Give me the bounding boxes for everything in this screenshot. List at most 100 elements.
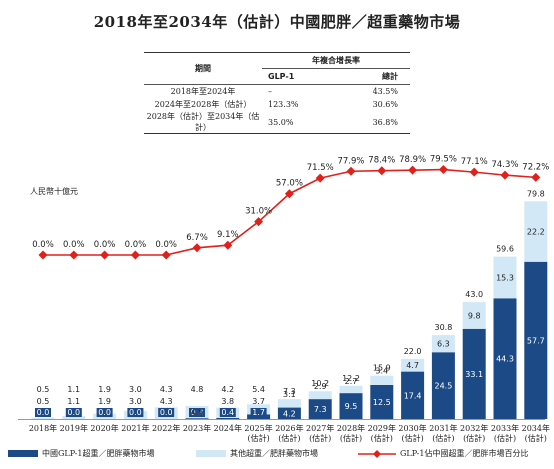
bar-other-label: 1.9 [98,397,111,406]
bar-other-label: 4.7 [406,361,419,370]
share-line-marker [500,170,510,180]
bar-other-segment [339,385,363,394]
bar-total-label: 1.1 [67,385,80,394]
bar-glp-label: 0.4 [221,408,234,417]
bar-glp-segment [339,393,363,419]
bar-glp-segment [524,261,548,419]
row-period: 2018年至2024年 [170,87,236,96]
share-line-marker [130,250,140,260]
table-row: 2028年（估計）至2034年（估計） 35.0% 36.8% [144,111,410,134]
x-tick-label: 2018年 [29,423,57,433]
share-line-marker [531,172,541,182]
bar-glp-label: 0.0 [98,408,111,417]
bar-total-label: 15.9 [373,364,391,373]
table-header-cagr: 年複合增長率 [262,52,410,69]
bar-glp-segment [216,417,240,419]
share-line-label: 57.0% [276,179,303,189]
row-total: 43.5% [372,87,398,96]
x-tick-label: (估計) [494,433,516,443]
share-line-label: 6.7% [186,233,208,243]
bar-glp-segment [493,298,517,419]
share-line-marker [100,250,110,260]
share-line-marker [38,250,48,260]
share-line-label: 78.9% [399,155,426,165]
legend-glp-label: 中國GLP-1超重／肥胖藥物市場 [42,449,155,458]
table-row: 2024年至2028年（估計） 123.3% 30.6% [144,98,410,111]
bar-glp-segment [462,328,486,419]
x-tick-label: 2027年 [306,423,334,433]
bar-other-label: 3.7 [252,397,265,406]
x-tick-label: (估計) [525,433,547,443]
x-tick-label: 2028年 [337,423,365,433]
x-tick-label: 2032年 [460,423,488,433]
bar-total-label: 4.8 [191,385,204,394]
share-line-marker [223,240,233,250]
share-line-label: 0.0% [125,240,147,250]
share-line-label: 31.0% [245,207,272,217]
bar-glp-label-bg [65,408,82,417]
bar-other-segment [462,302,486,329]
bar-glp-label: 24.5 [434,382,452,391]
cagr-table: 期間 年複合增長率 GLP-1 總計 2018年至2024年 – 43.5% 2… [144,52,410,134]
x-tick-label: 2034年 [522,423,550,433]
share-line-label: 71.5% [307,163,334,173]
bar-total-label: 43.0 [465,290,483,299]
bar-total-label: 7.3 [283,387,296,396]
bar-total-label: 10.2 [311,379,329,388]
bar-other-segment [401,358,425,372]
x-tick-label: 2029年 [368,423,396,433]
x-tick-label: (估計) [278,433,300,443]
bar-glp-label: 0.0 [129,408,142,417]
bar-glp-label: 57.7 [527,336,545,345]
share-line-marker [69,250,79,260]
share-line-marker [284,189,294,199]
bar-total-label: 5.4 [252,385,265,394]
x-tick-label: 2022年 [152,423,180,433]
bar-other-label: 4.3 [160,397,173,406]
bar-glp-segment [431,352,455,419]
share-line-marker [315,173,325,183]
bar-other-label: 6.3 [437,340,450,349]
share-line-label: 72.2% [522,162,549,172]
x-tick-label: 2024年 [214,423,242,433]
bar-total-label: 3.0 [129,385,142,394]
row-total: 30.6% [372,100,398,109]
share-line-label: 77.9% [337,156,364,166]
x-tick-label: (估計) [401,433,423,443]
bar-glp-label: 0.0 [37,408,50,417]
bar-total-label: 22.0 [404,347,422,356]
bar-glp-label: 0.0 [67,408,80,417]
legend-share-symbol [358,449,396,458]
x-tick-label: 2030年 [398,423,426,433]
bar-glp-label: 1.7 [252,408,265,417]
row-total: 36.8% [372,117,398,127]
table-row: 2018年至2024年 – 43.5% [144,84,410,99]
x-tick-label: 2026年 [275,423,303,433]
bar-other-segment [31,417,55,419]
bar-total-label: 79.8 [527,189,545,198]
share-line-label: 78.4% [368,156,395,166]
bar-glp-label: 7.3 [314,405,327,414]
bar-total-label: 4.2 [221,385,234,394]
x-tick-label: 2019年 [60,423,88,433]
y-axis-unit: 人民幣十億元 [30,187,78,196]
bar-other-label: 3.8 [221,397,234,406]
x-tick-label: 2031年 [429,423,457,433]
row-glp: 123.3% [268,100,299,109]
bar-glp-label-bg [127,408,144,417]
share-line-marker [469,167,479,177]
bar-other-label: 22.2 [527,228,545,237]
bar-other-segment [62,416,86,419]
bar-glp-label-bg [96,408,113,417]
x-tick-label: 2021年 [121,423,149,433]
legend-other-swatch [196,450,226,457]
bar-other-segment [524,201,548,262]
bar-total-label: 4.3 [160,385,173,394]
bar-other-segment [308,391,332,400]
bar-glp-segment [401,371,425,419]
x-tick-label: 2023年 [183,423,211,433]
bar-glp-label-bg [219,408,236,417]
bar-other-label: 3.1 [283,390,296,399]
bar-glp-label: 0.0 [160,408,173,417]
bar-glp-segment [370,384,394,419]
